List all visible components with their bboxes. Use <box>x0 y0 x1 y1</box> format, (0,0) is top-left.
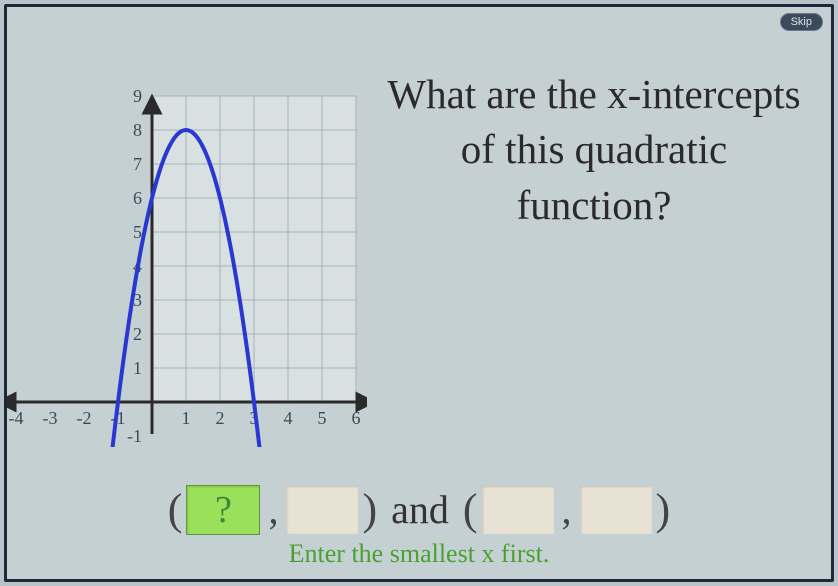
app-frame: Skip -4-3-2-1123456-1123456789 What are … <box>4 4 834 582</box>
svg-text:6: 6 <box>133 188 142 208</box>
comma-1: , <box>264 486 282 533</box>
svg-text:1: 1 <box>182 408 191 428</box>
open-paren-1: ( <box>168 484 183 535</box>
hint-text: Enter the smallest x first. <box>7 539 831 579</box>
svg-text:-4: -4 <box>9 408 24 428</box>
svg-text:1: 1 <box>133 358 142 378</box>
quadratic-graph: -4-3-2-1123456-1123456789 <box>7 17 367 447</box>
svg-text:9: 9 <box>133 86 142 106</box>
svg-text:-1: -1 <box>127 426 142 446</box>
and-label: and <box>381 486 459 533</box>
question-text: What are the x-intercepts of this quadra… <box>367 17 811 476</box>
svg-text:2: 2 <box>216 408 225 428</box>
skip-button[interactable]: Skip <box>780 13 823 31</box>
svg-text:5: 5 <box>133 222 142 242</box>
open-paren-2: ( <box>463 484 478 535</box>
svg-text:7: 7 <box>133 154 142 174</box>
x1-input[interactable]: ? <box>186 485 260 535</box>
svg-text:4: 4 <box>284 408 293 428</box>
svg-text:8: 8 <box>133 120 142 140</box>
svg-text:5: 5 <box>318 408 327 428</box>
graph-panel: -4-3-2-1123456-1123456789 <box>7 17 367 447</box>
svg-text:-2: -2 <box>77 408 92 428</box>
answer-row: ( ? , ) and ( , ) <box>7 476 831 539</box>
y1-input[interactable] <box>286 486 358 534</box>
svg-text:-3: -3 <box>43 408 58 428</box>
svg-text:2: 2 <box>133 324 142 344</box>
close-paren-2: ) <box>656 484 671 535</box>
svg-text:6: 6 <box>352 408 361 428</box>
comma-2: , <box>558 486 576 533</box>
close-paren-1: ) <box>362 484 377 535</box>
y2-input[interactable] <box>580 486 652 534</box>
x2-input[interactable] <box>482 486 554 534</box>
